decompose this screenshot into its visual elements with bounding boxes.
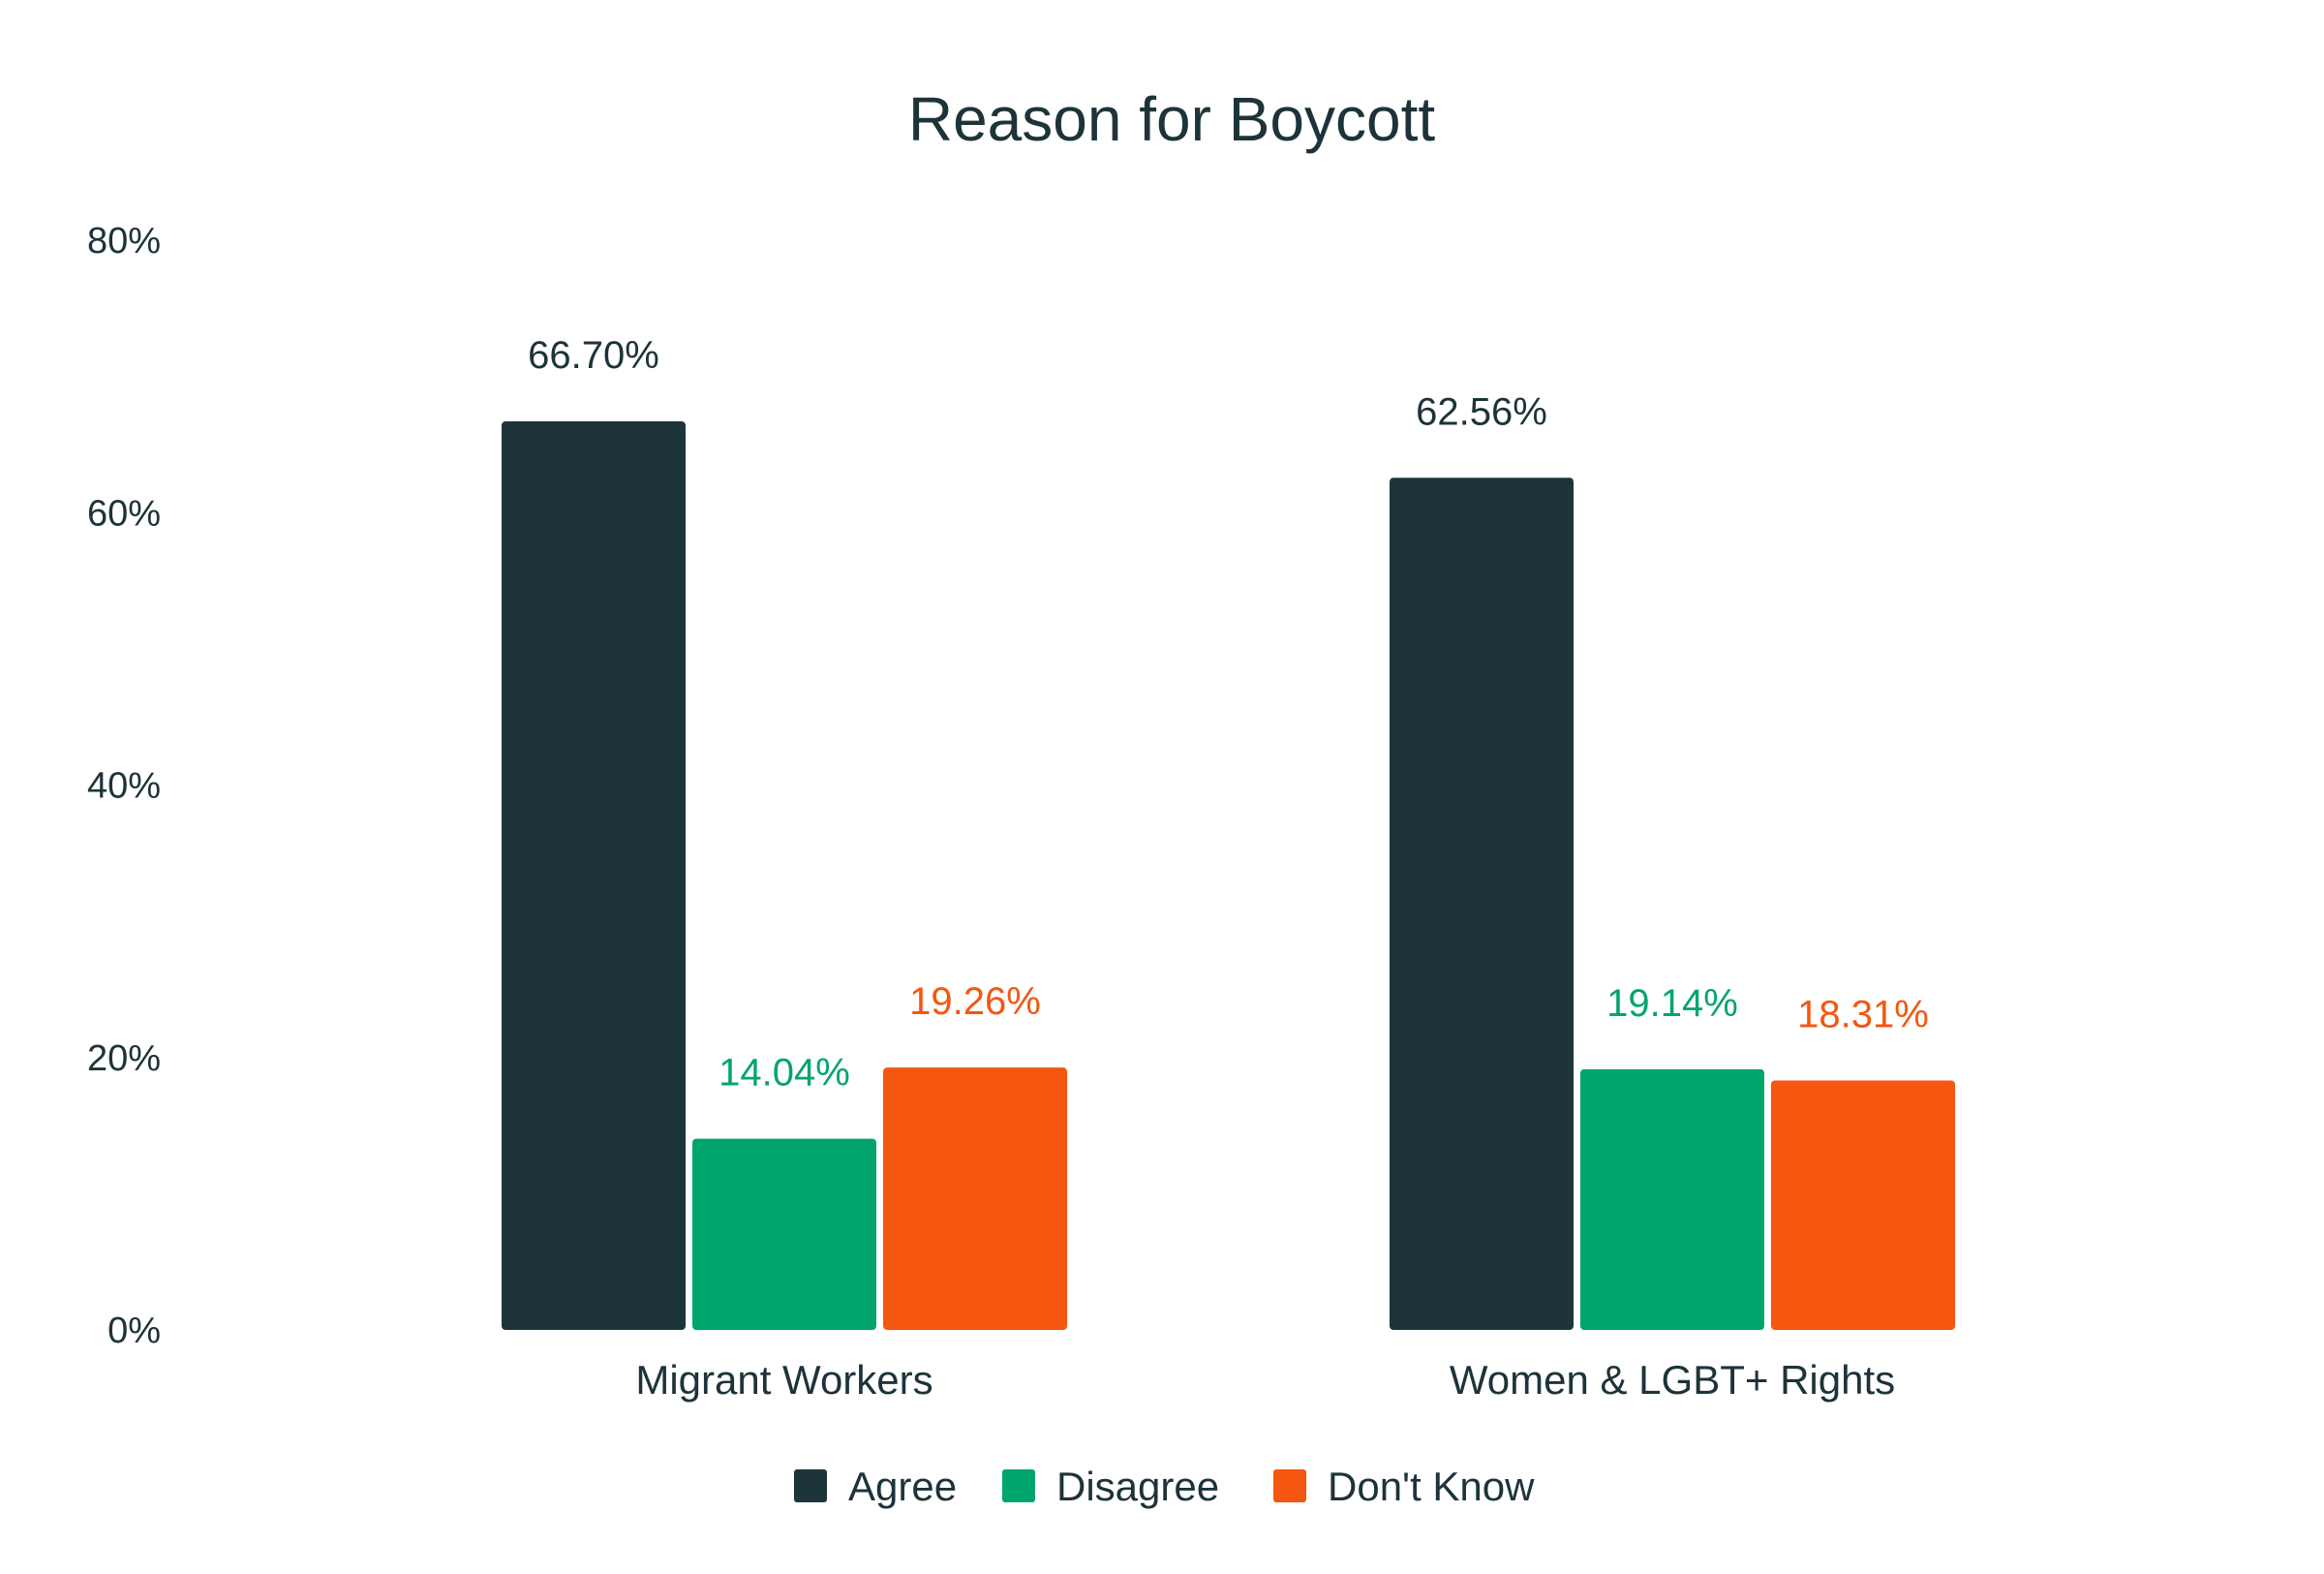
x-axis: Migrant Workers Women & LGBT+ Rights [635, 1357, 1895, 1403]
y-tick-label-20: 20% [87, 1038, 161, 1079]
legend-swatch-disagree [1002, 1469, 1035, 1502]
legend-label-don-t-know: Don't Know [1328, 1464, 1535, 1509]
legend: Agree Disagree Don't Know [794, 1464, 1535, 1509]
y-tick-label-60: 60% [87, 493, 161, 534]
bar-migrant-workers-don-t-know [883, 1067, 1067, 1330]
bar-migrant-workers-disagree [692, 1138, 876, 1330]
y-tick-label-40: 40% [87, 766, 161, 807]
data-label-women-lgbt-rights-disagree: 19.14% [1606, 982, 1738, 1025]
x-category-label-migrant-workers: Migrant Workers [635, 1357, 933, 1403]
y-tick-label-80: 80% [87, 221, 161, 262]
legend-label-agree: Agree [848, 1464, 957, 1509]
legend-swatch-agree [794, 1469, 827, 1502]
data-label-migrant-workers-agree: 66.70% [528, 334, 659, 377]
bar-women-lgbt-rights-don-t-know [1771, 1080, 1955, 1330]
y-axis: 0% 20% 40% 60% 80% [87, 221, 161, 1351]
x-category-label-women-lgbt-rights: Women & LGBT+ Rights [1450, 1357, 1895, 1403]
bars-group [502, 421, 1955, 1330]
data-label-women-lgbt-rights-agree: 62.56% [1416, 390, 1547, 433]
data-label-migrant-workers-disagree: 14.04% [719, 1052, 850, 1095]
bar-migrant-workers-agree [502, 421, 686, 1330]
bar-women-lgbt-rights-agree [1390, 478, 1574, 1330]
chart-title: Reason for Boycott [908, 84, 1436, 154]
legend-swatch-don-t-know [1273, 1469, 1306, 1502]
data-label-migrant-workers-don-t-know: 19.26% [909, 980, 1041, 1023]
legend-label-disagree: Disagree [1056, 1464, 1219, 1509]
y-tick-label-0: 0% [107, 1311, 161, 1351]
data-label-women-lgbt-rights-don-t-know: 18.31% [1797, 994, 1929, 1036]
bar-women-lgbt-rights-disagree [1580, 1068, 1764, 1330]
data-labels-group: 66.70% 14.04% 19.26% 62.56% 19.14% 18.31% [528, 334, 1929, 1095]
